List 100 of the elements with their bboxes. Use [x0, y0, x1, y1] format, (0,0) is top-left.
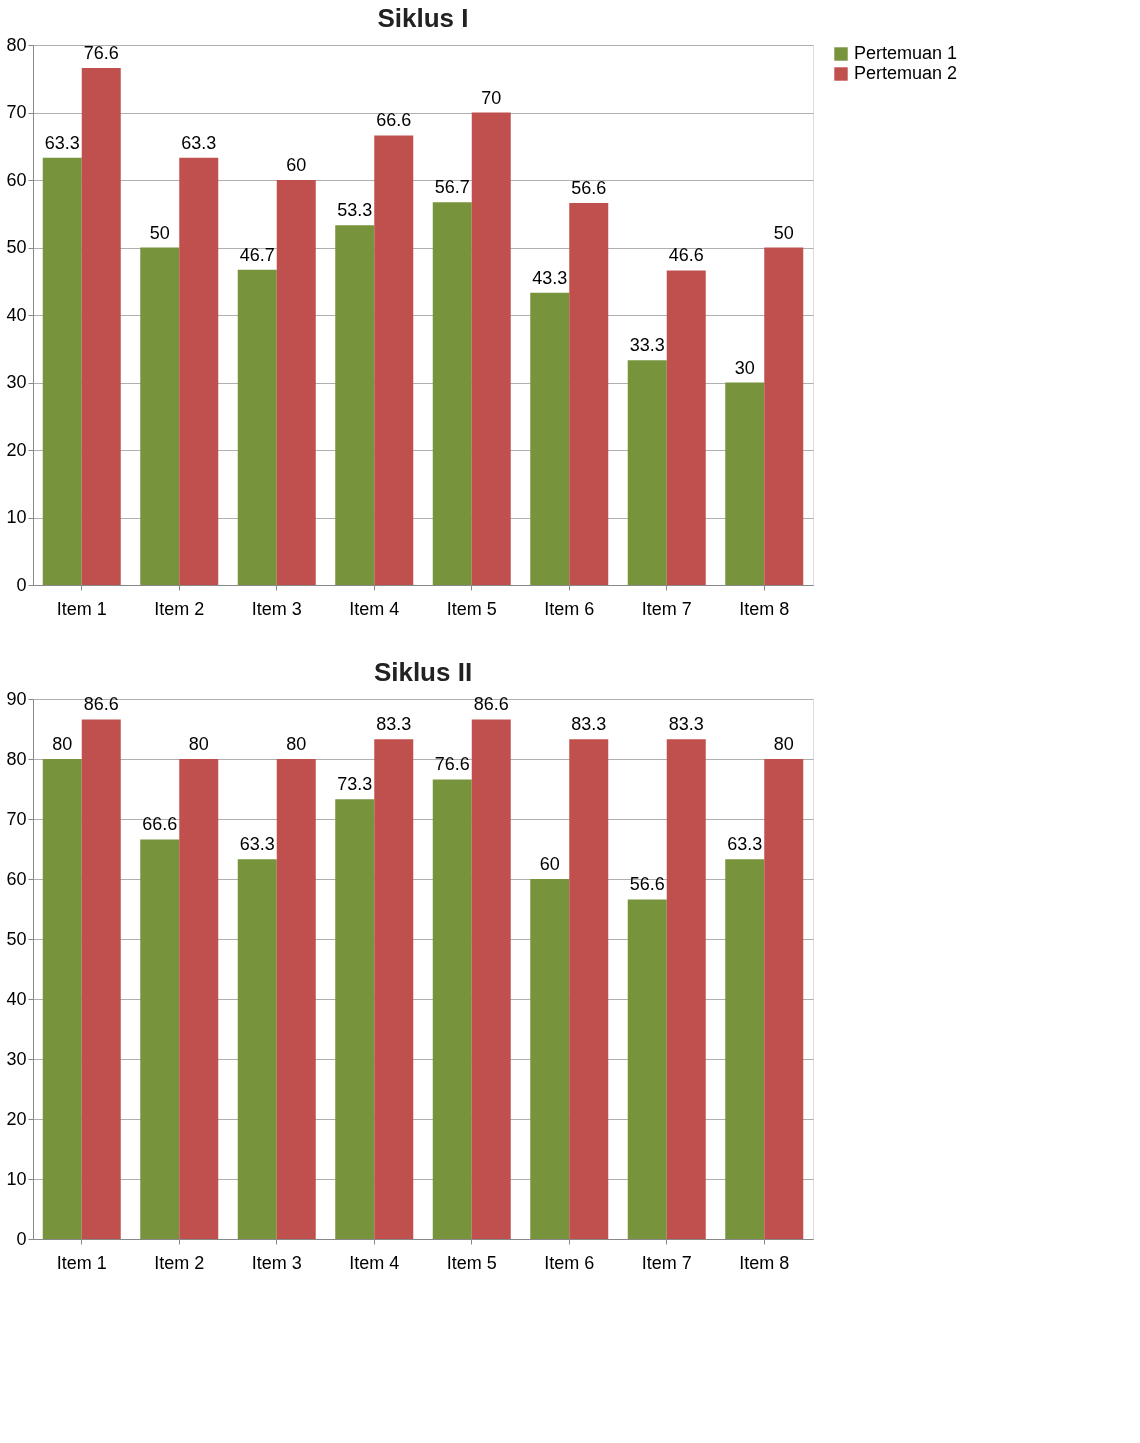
x-tick-label: Item 7 [641, 598, 692, 619]
data-label: 76.6 [83, 42, 119, 63]
x-tick-label: Item 6 [544, 598, 595, 619]
data-label: 50 [149, 222, 170, 243]
y-tick-label: 20 [6, 439, 27, 460]
bar [335, 799, 375, 1239]
data-label: 56.6 [571, 177, 607, 198]
data-label: 86.6 [83, 694, 119, 715]
y-tick-label: 30 [6, 1048, 27, 1069]
data-label: 80 [188, 734, 209, 754]
data-label: 70 [481, 87, 502, 108]
y-tick-label: 40 [6, 304, 27, 325]
y-tick-label: 10 [6, 507, 27, 527]
data-label: 33.3 [629, 335, 665, 356]
bar [432, 202, 472, 585]
data-label: 46.6 [668, 245, 704, 266]
bar [179, 759, 219, 1239]
bar [374, 135, 414, 585]
bar [627, 360, 667, 585]
data-label: 50 [773, 222, 794, 243]
data-label: 46.7 [239, 244, 275, 265]
data-label: 66.6 [142, 814, 178, 835]
bar [237, 859, 277, 1239]
data-label: 80 [52, 734, 73, 754]
data-label: 60 [539, 854, 560, 874]
x-tick-label: Item 8 [739, 598, 790, 619]
x-tick-label: Item 2 [154, 598, 205, 619]
x-tick-label: Item 7 [641, 1252, 692, 1273]
data-label: 83.3 [571, 714, 607, 735]
bar [374, 739, 414, 1239]
bar [276, 759, 316, 1239]
y-tick-label: 0 [16, 574, 27, 595]
bar [530, 879, 570, 1239]
bar [42, 157, 82, 585]
bar [471, 112, 511, 585]
y-tick-label: 40 [6, 988, 27, 1009]
y-tick-label: 60 [6, 169, 27, 190]
bar [725, 382, 765, 585]
x-tick-label: Item 3 [251, 598, 302, 619]
bar [42, 759, 82, 1239]
bar [432, 779, 472, 1239]
bar [237, 269, 277, 585]
y-tick-label: 70 [6, 808, 27, 829]
data-label: 80 [773, 734, 794, 754]
bar [666, 270, 706, 585]
bar [179, 157, 219, 585]
legend-label: Pertemuan 2 [854, 63, 958, 83]
y-tick-label: 10 [6, 1168, 27, 1189]
y-tick-label: 80 [6, 34, 27, 55]
data-label: 30 [734, 357, 755, 378]
data-label: 63.3 [181, 132, 217, 153]
bar [140, 247, 180, 585]
chart-title: Siklus II [373, 657, 473, 687]
bar [764, 759, 804, 1239]
y-tick-label: 50 [6, 928, 27, 949]
bar [725, 859, 765, 1239]
bar [764, 247, 804, 585]
bar [140, 839, 180, 1239]
data-label: 80 [286, 734, 307, 754]
y-tick-label: 90 [6, 688, 27, 709]
data-label: 56.6 [629, 874, 665, 895]
y-tick-label: 50 [6, 237, 27, 257]
bar [81, 719, 121, 1239]
x-tick-label: Item 5 [446, 598, 497, 619]
y-tick-label: 70 [6, 102, 27, 122]
x-tick-label: Item 1 [56, 1252, 107, 1273]
y-tick-label: 0 [16, 1228, 27, 1249]
x-tick-label: Item 6 [544, 1252, 595, 1273]
y-tick-label: 80 [6, 748, 27, 769]
y-tick-label: 30 [6, 372, 27, 392]
x-tick-label: Item 3 [251, 1252, 302, 1273]
data-label: 66.6 [376, 110, 412, 131]
bar [276, 180, 316, 585]
bar [569, 739, 609, 1239]
legend-label: Pertemuan 1 [854, 43, 958, 63]
data-label: 43.3 [532, 267, 568, 288]
data-label: 86.6 [473, 694, 509, 715]
data-label: 83.3 [376, 714, 412, 735]
bar [530, 292, 570, 585]
data-label: 83.3 [668, 714, 704, 735]
y-tick-label: 60 [6, 868, 27, 889]
bar [627, 899, 667, 1239]
data-label: 73.3 [337, 774, 373, 795]
bar [335, 225, 375, 585]
x-tick-label: Item 8 [739, 1252, 790, 1273]
x-tick-label: Item 1 [56, 598, 107, 619]
chart-title: Siklus I [377, 3, 469, 33]
bar [81, 67, 121, 585]
bar [569, 202, 609, 585]
data-label: 56.7 [434, 177, 470, 198]
bar [471, 719, 511, 1239]
x-tick-label: Item 5 [446, 1252, 497, 1273]
y-tick-label: 20 [6, 1108, 27, 1129]
data-label: 76.6 [434, 754, 470, 775]
data-label: 63.3 [727, 834, 763, 855]
data-label: 53.3 [337, 200, 373, 221]
x-tick-label: Item 2 [154, 1252, 205, 1273]
bar [666, 739, 706, 1239]
data-label: 63.3 [44, 132, 80, 153]
x-tick-label: Item 4 [349, 598, 400, 619]
